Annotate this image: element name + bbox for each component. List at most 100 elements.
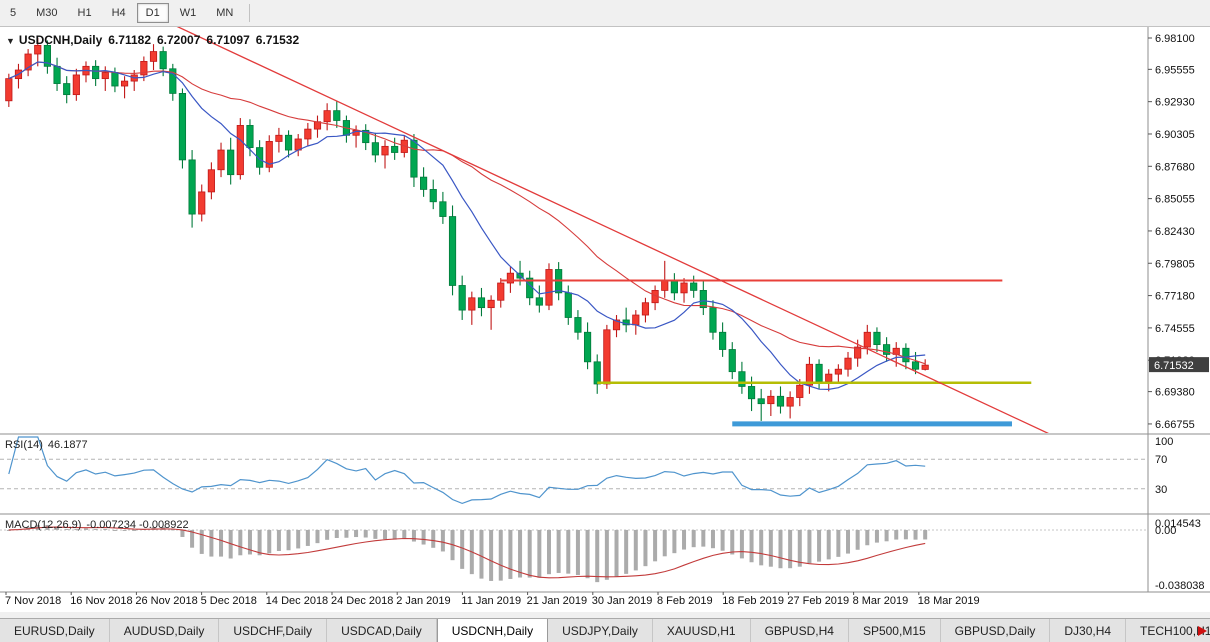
ohlc-close: 6.71532 <box>255 33 300 47</box>
candle-body <box>410 139 418 178</box>
macd-bar <box>411 529 416 542</box>
macd-bar <box>180 529 185 537</box>
timeframe-button-mn[interactable]: MN <box>216 7 234 19</box>
rsi-scale-label: 100 <box>1155 436 1173 448</box>
macd-bar <box>556 529 561 573</box>
macd-histogram <box>6 524 928 583</box>
symbol-tab-gbpusd-h4[interactable]: GBPUSD,H4 <box>751 619 849 642</box>
candle-body <box>333 110 341 121</box>
timeframe-button-d1[interactable]: D1 <box>136 3 169 23</box>
symbol-tab-eurusd-daily[interactable]: EURUSD,Daily <box>0 619 110 642</box>
symbol-tab-usdjpy-daily[interactable]: USDJPY,Daily <box>548 619 653 642</box>
macd-bar <box>247 529 252 555</box>
macd-bar <box>788 529 793 569</box>
macd-bar <box>537 529 542 578</box>
timeframe-button-w1[interactable]: W1 <box>179 7 197 19</box>
chart-canvas[interactable]: 6.98100 6.95555 6.92930 6.90305 6.87680 6.850… <box>0 0 1210 620</box>
candle-body <box>236 125 244 176</box>
macd-bar <box>614 529 619 577</box>
candle-body <box>728 349 736 373</box>
macd-bar <box>923 529 928 540</box>
symbol-tab-audusd-daily[interactable]: AUDUSD,Daily <box>110 619 220 642</box>
rsi-label: RSI(14) <box>5 439 43 451</box>
symbol-tab-dj30-h4[interactable]: DJ30,H4 <box>1050 619 1127 642</box>
candle-body <box>699 290 707 309</box>
symbol-tab-usdcad-daily[interactable]: USDCAD,Daily <box>327 619 437 642</box>
candle-body <box>506 272 514 284</box>
date-axis-label: 14 Dec 2018 <box>266 595 328 607</box>
macd-bar <box>460 529 465 569</box>
candle-body <box>5 78 13 102</box>
candle-body <box>53 65 61 84</box>
current-price-badge <box>1149 357 1209 373</box>
timeframe-toolbar: 5 M30 H1 H4 D1 W1 MN <box>0 0 1210 27</box>
symbol-tab-usdcnh-daily[interactable]: USDCNH,Daily <box>436 619 549 642</box>
symbol-tab-sp500-m15[interactable]: SP500,M15 <box>849 619 941 642</box>
candle-body <box>902 347 910 363</box>
candle-body <box>535 297 543 306</box>
macd-bar <box>190 529 195 548</box>
collapse-arrow-icon[interactable]: ▼ <box>6 36 15 46</box>
macd-bar <box>894 529 899 540</box>
macd-bar <box>479 529 484 579</box>
symbol-tab-gbpusd-daily[interactable]: GBPUSD,Daily <box>941 619 1051 642</box>
macd-bar <box>74 529 79 531</box>
timeframe-button-h1[interactable]: H1 <box>77 7 92 19</box>
candle-body <box>825 373 833 382</box>
macd-label: MACD(12,26,9) <box>5 519 82 531</box>
candle-body <box>188 159 196 215</box>
timeframe-button-m30[interactable]: M30 <box>36 7 58 19</box>
timeframe-button-5[interactable]: 5 <box>10 7 17 19</box>
macd-bar <box>421 529 426 545</box>
macd-bar <box>710 529 715 549</box>
macd-bar <box>344 529 349 538</box>
price-axis-label: 6.82430 <box>1155 226 1195 238</box>
price-axis-label: 6.66755 <box>1155 419 1195 431</box>
candle-body <box>198 191 206 215</box>
macd-bar <box>354 529 359 538</box>
date-axis-label: 11 Jan 2019 <box>461 595 521 607</box>
symbol-tab-usdchf-daily[interactable]: USDCHF,Daily <box>219 619 328 642</box>
descending-trendline[interactable] <box>173 24 1051 434</box>
macd-bar <box>730 529 735 555</box>
candle-body <box>43 44 51 67</box>
candle-body <box>834 368 842 375</box>
candle-body <box>111 72 119 87</box>
candle-body <box>362 129 370 144</box>
timeframe-button-h4[interactable]: H4 <box>111 7 126 19</box>
macd-bar <box>257 529 262 556</box>
tab-scroll-right-icon[interactable] <box>1198 626 1207 636</box>
macd-signal-line <box>8 526 926 579</box>
macd-bar <box>865 529 870 546</box>
macd-bar <box>807 529 812 564</box>
macd-bar <box>836 529 841 557</box>
macd-bar <box>768 529 773 567</box>
macd-bar <box>903 529 908 540</box>
candle-body <box>439 201 447 217</box>
macd-scale-label: 0.014543 <box>1155 518 1201 530</box>
macd-bar <box>325 529 330 540</box>
symbol-tab-xauusd-h1[interactable]: XAUUSD,H1 <box>653 619 751 642</box>
macd-bar <box>846 529 851 554</box>
candle-body <box>63 83 71 96</box>
macd-bar <box>267 529 272 554</box>
macd-bar <box>527 529 532 578</box>
macd-bar <box>624 529 629 574</box>
macd-bar <box>383 529 388 540</box>
date-axis-label: 7 Nov 2018 <box>5 595 61 607</box>
candle-body <box>275 134 283 142</box>
candle-body <box>844 357 852 370</box>
macd-bar <box>653 529 658 562</box>
candle-body <box>641 302 650 316</box>
price-axis-label: 6.98100 <box>1155 33 1195 45</box>
macd-bar <box>817 529 822 562</box>
candle-body <box>564 292 572 318</box>
symbol-tab-tech100-h1[interactable]: TECH100,H1 <box>1126 619 1210 642</box>
date-axis-label: 18 Feb 2019 <box>722 595 784 607</box>
macd-bar <box>633 529 638 571</box>
macd-bar <box>122 529 127 531</box>
candle-body <box>217 149 225 171</box>
candle-body <box>207 169 215 193</box>
candle-body <box>883 344 891 355</box>
chart-symbol-line: ▼ USDCNH,Daily 6.71182 6.72007 6.71097 6.7153… <box>6 33 299 47</box>
